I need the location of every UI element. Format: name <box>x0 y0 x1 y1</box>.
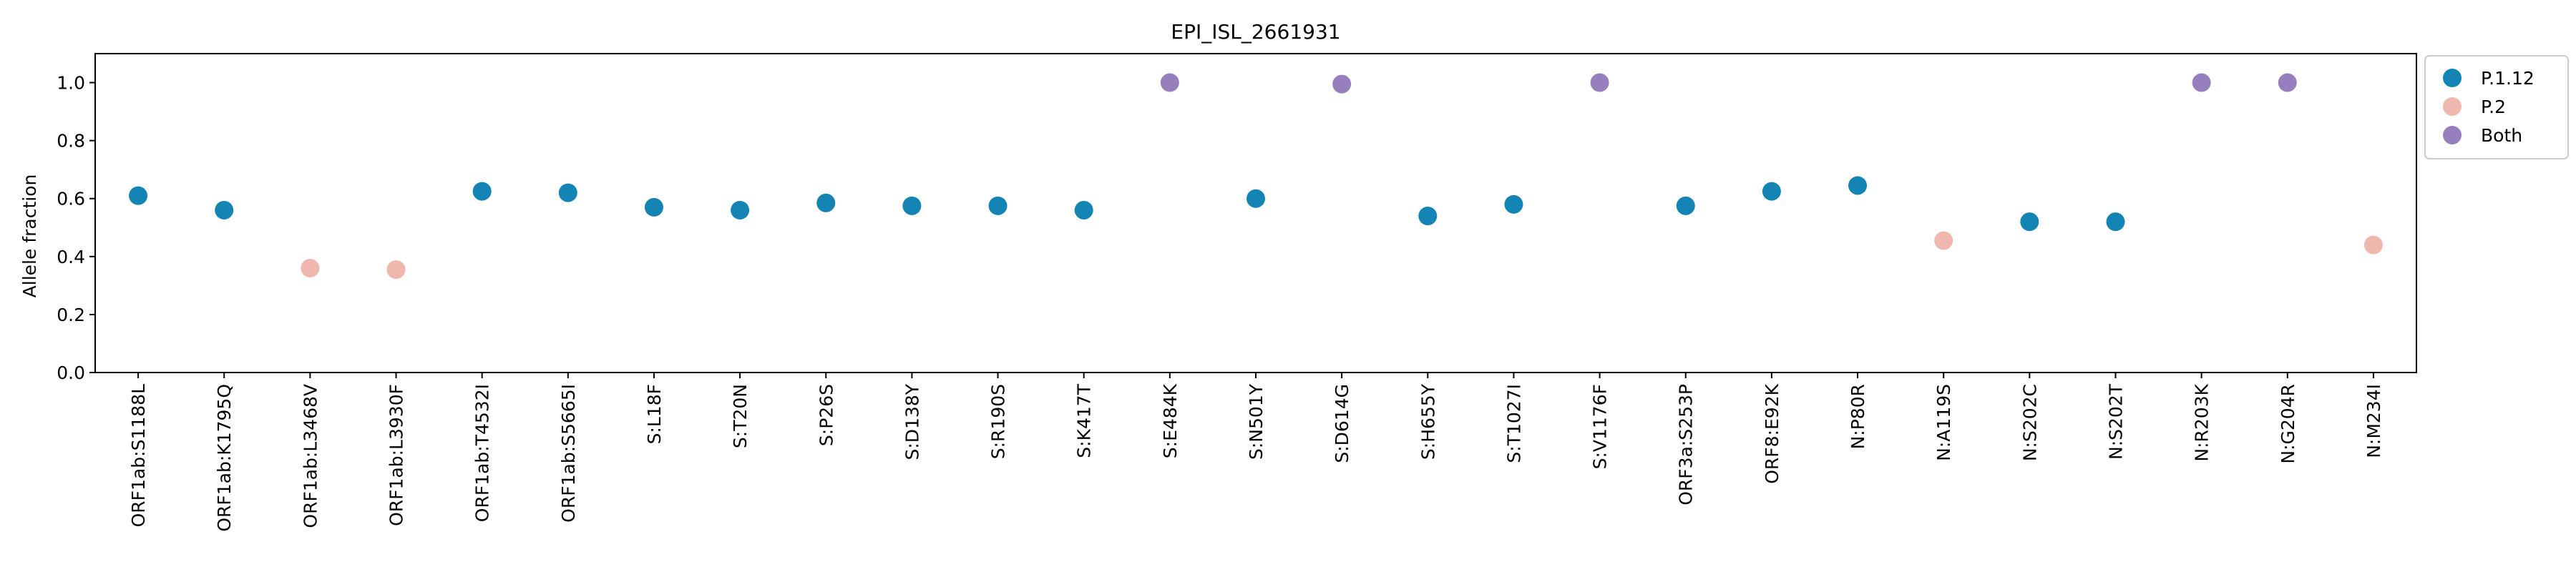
data-point <box>558 183 577 202</box>
data-point <box>1676 196 1695 215</box>
data-point <box>129 186 148 205</box>
y-tick-label: 1.0 <box>57 73 85 94</box>
x-tick-label: ORF1ab:S5665I <box>558 384 579 523</box>
x-axis-ticks: ORF1ab:S1188L ORF1ab:K1795Q ORF1ab:L3468V O… <box>128 373 2384 532</box>
x-tick-label: S:V1176F <box>1590 384 1611 469</box>
data-point <box>386 260 406 280</box>
x-tick-label: ORF1ab:K1795Q <box>214 384 235 532</box>
x-tick-label: S:N501Y <box>1246 383 1267 460</box>
x-tick-label: N:P80R <box>1848 384 1868 449</box>
plot-area <box>94 53 2417 373</box>
legend-marker <box>2443 69 2462 87</box>
y-tick-label: 0.6 <box>57 189 85 209</box>
x-tick-label: S:P26S <box>816 384 836 446</box>
data-point <box>1160 73 1179 92</box>
x-tick-label: S:D138Y <box>902 383 922 460</box>
data-point <box>1418 207 1438 226</box>
data-point <box>2278 73 2297 92</box>
data-point <box>731 200 750 220</box>
x-tick-label: N:S202T <box>2105 383 2126 460</box>
legend-marker <box>2443 126 2462 144</box>
data-point <box>1332 74 1352 94</box>
data-point <box>2106 212 2125 232</box>
data-point <box>902 196 922 215</box>
legend-label: P.2 <box>2481 97 2506 117</box>
data-point <box>2192 73 2211 92</box>
y-axis-ticks: 0.0 0.2 0.4 0.6 0.8 1.0 <box>57 73 95 383</box>
y-tick-label: 0.2 <box>57 305 85 325</box>
x-tick-label: ORF1ab:L3468V <box>300 384 321 528</box>
data-point <box>1762 182 1781 201</box>
data-point <box>1934 231 1953 250</box>
y-axis-label: Allele fraction <box>19 174 40 298</box>
x-tick-label: S:T1027I <box>1503 384 1524 463</box>
x-tick-label: N:S202C <box>2019 384 2040 461</box>
data-point <box>301 259 320 278</box>
y-tick-label: 0.8 <box>57 131 85 152</box>
data-point <box>644 197 663 217</box>
x-tick-label: N:M234I <box>2363 384 2384 458</box>
chart-title: EPI_ISL_2661931 <box>1171 20 1340 44</box>
x-tick-label: ORF3a:S253P <box>1676 384 1697 506</box>
data-point <box>1590 73 1609 92</box>
data-point <box>816 193 836 212</box>
data-point <box>1246 189 1265 208</box>
legend: P.1.12 P.2 Both <box>2424 55 2569 159</box>
data-point <box>1074 200 1093 220</box>
data-point <box>1504 194 1523 214</box>
x-tick-label: S:L18F <box>644 384 665 444</box>
x-tick-label: S:T20N <box>730 384 751 448</box>
x-tick-label: ORF1ab:T4532I <box>472 384 493 522</box>
data-point <box>1848 176 1868 195</box>
x-tick-label: N:R203K <box>2192 383 2212 461</box>
x-tick-label: S:R190S <box>988 384 1009 459</box>
data-point <box>2020 212 2039 232</box>
x-tick-label: S:K417T <box>1074 383 1095 458</box>
data-point <box>472 182 492 201</box>
data-point <box>2363 235 2383 255</box>
x-tick-label: S:E484K <box>1160 383 1181 458</box>
data-point <box>215 200 234 220</box>
legend-label: Both <box>2481 125 2522 146</box>
y-tick-label: 0.0 <box>57 363 85 383</box>
x-tick-label: ORF1ab:L3930F <box>386 384 407 526</box>
x-tick-label: S:H655Y <box>1418 383 1438 460</box>
legend-label: P.1.12 <box>2481 68 2534 89</box>
x-tick-label: N:G204R <box>2278 384 2298 464</box>
x-tick-label: ORF1ab:S1188L <box>128 384 149 527</box>
x-tick-label: N:A119S <box>1933 384 1954 461</box>
x-tick-label: S:D614G <box>1332 384 1352 463</box>
y-tick-label: 0.4 <box>57 247 85 267</box>
data-point <box>988 196 1008 215</box>
data-points <box>129 73 2383 280</box>
x-tick-label: ORF8:E92K <box>1762 383 1782 483</box>
legend-marker <box>2443 97 2462 116</box>
